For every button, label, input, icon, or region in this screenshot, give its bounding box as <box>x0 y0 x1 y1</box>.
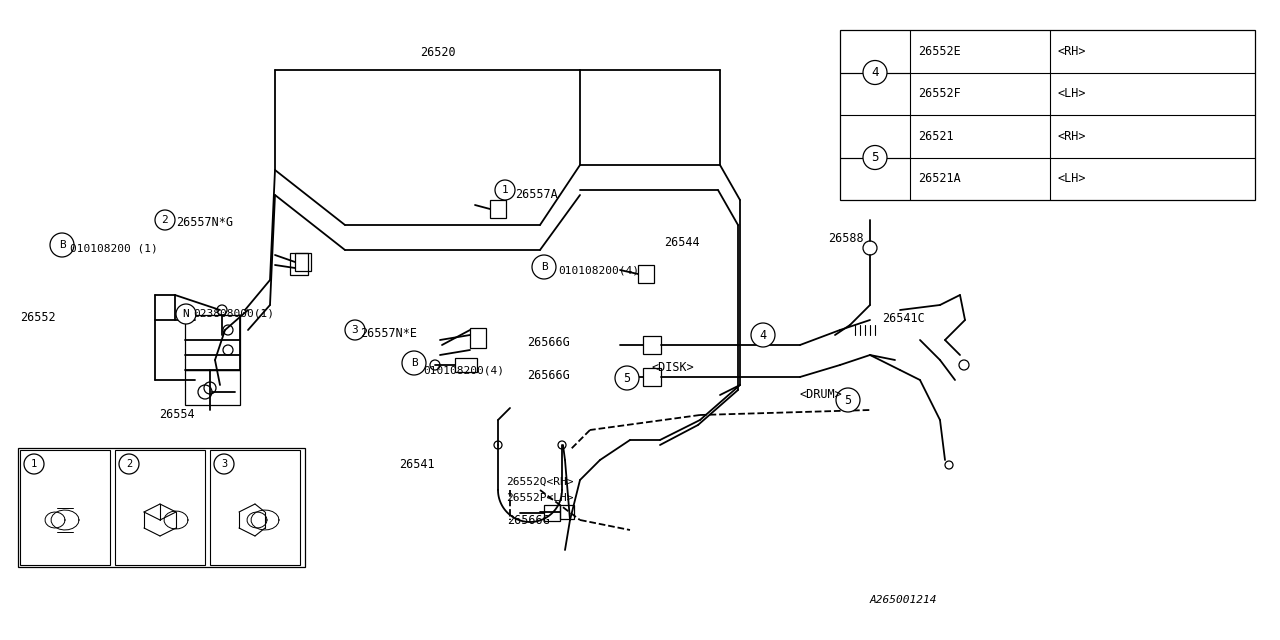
Bar <box>643 336 660 354</box>
Text: 5: 5 <box>845 394 851 406</box>
Circle shape <box>532 255 556 279</box>
Bar <box>454 358 477 372</box>
Text: 26557A: 26557A <box>515 188 558 200</box>
Text: 010108200 (1): 010108200 (1) <box>70 243 157 253</box>
Text: 26520: 26520 <box>420 45 456 58</box>
Text: 4: 4 <box>872 66 879 79</box>
Bar <box>20 450 110 565</box>
Text: 26552P<LH>: 26552P<LH> <box>506 493 573 503</box>
Text: 4: 4 <box>759 328 767 342</box>
Text: 5: 5 <box>872 151 879 164</box>
Text: 2: 2 <box>125 459 132 469</box>
Text: A265001214: A265001214 <box>870 595 937 605</box>
Text: <RH>: <RH> <box>1059 45 1087 58</box>
Text: 26521A: 26521A <box>918 172 961 185</box>
Text: 010108200(4): 010108200(4) <box>422 365 504 375</box>
Text: 26557N*E: 26557N*E <box>360 326 417 339</box>
Text: 5: 5 <box>623 371 631 385</box>
Text: 1: 1 <box>31 459 37 469</box>
Text: 26566G: 26566G <box>527 335 570 349</box>
Text: 26552Q<RH>: 26552Q<RH> <box>506 477 573 487</box>
Text: N: N <box>183 309 189 319</box>
Bar <box>637 265 654 283</box>
Circle shape <box>177 304 196 324</box>
Text: 26552F: 26552F <box>918 87 961 100</box>
Text: 26552: 26552 <box>20 310 55 323</box>
Circle shape <box>50 233 74 257</box>
Text: 26554: 26554 <box>159 408 195 422</box>
Bar <box>840 30 1254 200</box>
Circle shape <box>24 454 44 474</box>
Circle shape <box>119 454 140 474</box>
Text: <DISK>: <DISK> <box>652 360 694 374</box>
Text: B: B <box>540 262 548 272</box>
Bar <box>490 200 506 218</box>
Bar <box>115 450 205 565</box>
Text: 26552E: 26552E <box>918 45 961 58</box>
Circle shape <box>836 388 860 412</box>
Bar <box>291 253 308 275</box>
Text: <DRUM>: <DRUM> <box>800 388 842 401</box>
Text: <RH>: <RH> <box>1059 130 1087 143</box>
Circle shape <box>751 323 774 347</box>
Text: 26566G: 26566G <box>507 513 549 527</box>
Bar <box>544 505 561 521</box>
Text: 26544: 26544 <box>664 236 700 248</box>
Bar <box>643 368 660 386</box>
Text: <LH>: <LH> <box>1059 87 1087 100</box>
Text: B: B <box>59 240 65 250</box>
Text: 2: 2 <box>161 215 169 225</box>
Bar <box>561 505 573 519</box>
Text: 1: 1 <box>502 185 508 195</box>
Circle shape <box>155 210 175 230</box>
Text: 26588: 26588 <box>828 232 864 244</box>
Text: B: B <box>411 358 417 368</box>
Text: 26566G: 26566G <box>527 369 570 381</box>
Text: 26557N*G: 26557N*G <box>177 216 233 228</box>
Circle shape <box>863 145 887 170</box>
Circle shape <box>402 351 426 375</box>
Bar <box>18 448 305 567</box>
Text: 26541: 26541 <box>399 458 435 470</box>
Text: 010108200(4): 010108200(4) <box>558 265 639 275</box>
Text: 26541C: 26541C <box>882 312 924 324</box>
Text: 26521: 26521 <box>918 130 954 143</box>
Circle shape <box>495 180 515 200</box>
Text: <LH>: <LH> <box>1059 172 1087 185</box>
Circle shape <box>346 320 365 340</box>
Circle shape <box>614 366 639 390</box>
Bar <box>186 370 241 405</box>
Text: 3: 3 <box>221 459 227 469</box>
Circle shape <box>214 454 234 474</box>
Bar <box>210 450 300 565</box>
Text: 3: 3 <box>352 325 358 335</box>
Bar <box>186 315 241 370</box>
Bar <box>470 328 486 348</box>
Text: 023808000(1): 023808000(1) <box>193 308 274 318</box>
Bar <box>294 253 311 271</box>
Circle shape <box>863 61 887 84</box>
